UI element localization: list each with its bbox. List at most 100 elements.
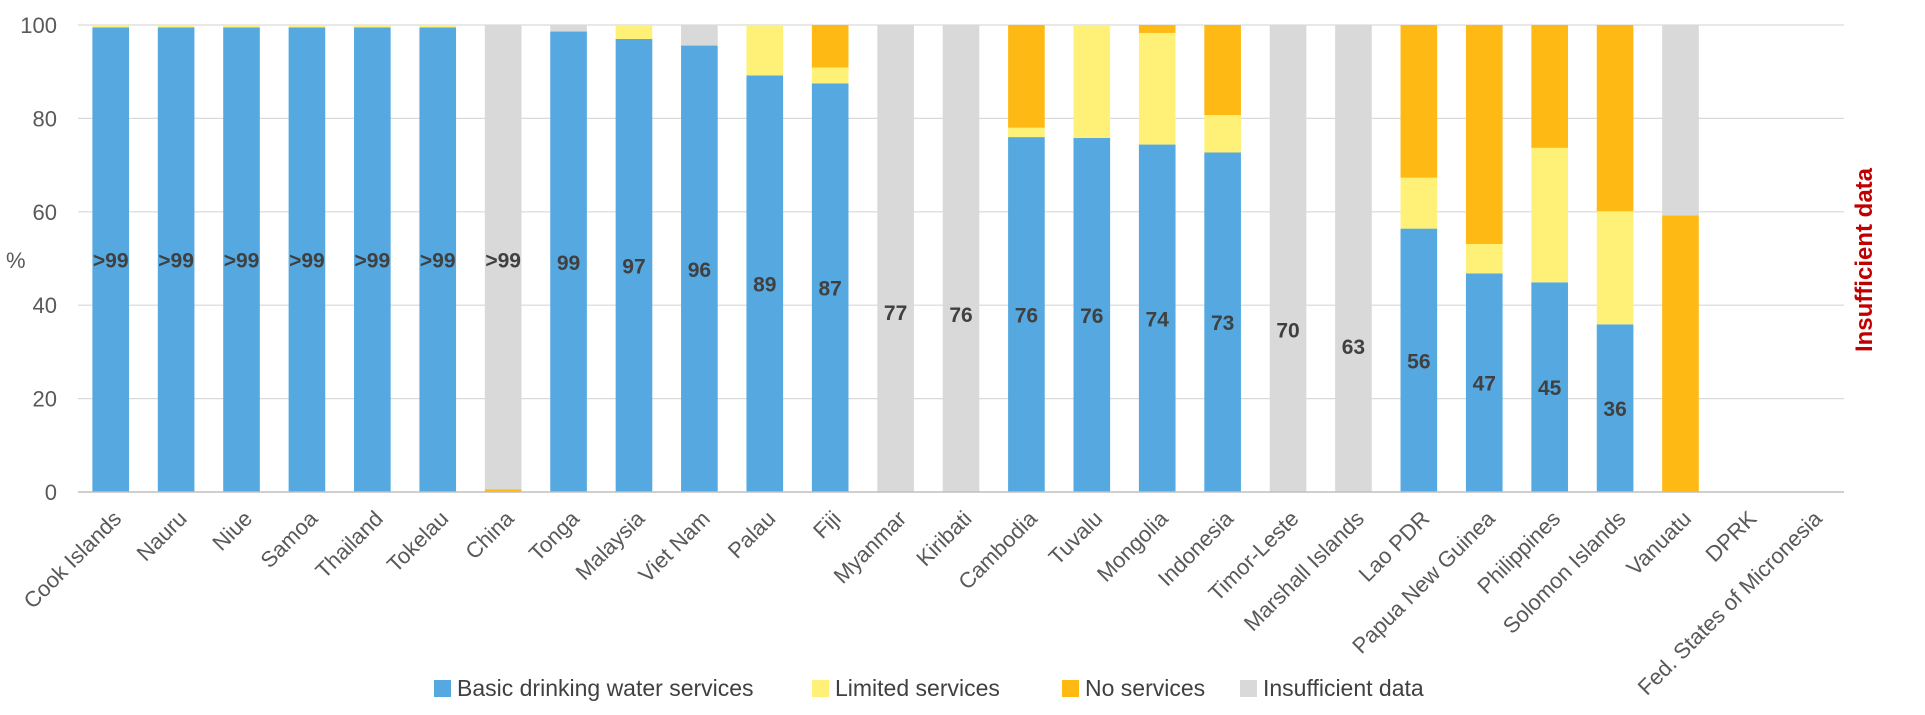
data-label: >99: [355, 250, 391, 273]
y-tick-label: 100: [20, 13, 57, 38]
x-category-label: Niue: [207, 506, 257, 556]
data-label: 74: [1146, 308, 1170, 331]
bar-segment: [1400, 177, 1438, 229]
bar-segment: [1662, 25, 1699, 216]
bar-segment: [484, 25, 522, 490]
y-tick-label: 60: [33, 200, 57, 225]
x-category-label: Tonga: [524, 505, 585, 566]
data-label: 87: [819, 278, 842, 301]
bar-segment: [1138, 32, 1176, 145]
bar-segment: [1138, 144, 1176, 492]
data-label: 63: [1342, 336, 1365, 359]
bar-segment: [288, 27, 326, 493]
data-label: 77: [884, 302, 907, 325]
bar-segment: [92, 27, 130, 493]
bars: [92, 25, 1699, 493]
x-category-label: Viet Nam: [634, 506, 715, 587]
bar-segment: [550, 25, 587, 32]
data-label: 36: [1603, 398, 1626, 421]
bar-segment: [681, 45, 718, 492]
data-label: 76: [949, 304, 972, 327]
bar-segment: [288, 25, 326, 28]
bar-segment: [92, 25, 130, 28]
x-axis-category-labels: Cook Islands Nauru NiueSamoaThailandTokela…: [19, 505, 1828, 700]
y-tick-label: 40: [33, 293, 57, 318]
data-label: 73: [1211, 312, 1234, 335]
data-label: >99: [289, 250, 325, 273]
x-category-label: Fiji: [808, 506, 846, 544]
bar-segment: [1465, 244, 1503, 274]
legend: Basic drinking water services Limited ser…: [434, 675, 1424, 701]
data-label: 99: [557, 252, 580, 275]
bar-segment: [1465, 273, 1503, 492]
data-labels: >99 >99 >99 >99 >99 >99 >99 99 97 96 89 87 77 76 76 76 7…: [93, 250, 1627, 422]
bar-segment: [1531, 25, 1568, 148]
bar-segment: [354, 27, 391, 493]
x-category-label: Thailand: [311, 506, 388, 583]
data-label: 89: [753, 274, 776, 297]
x-category-label: DPRK: [1701, 506, 1762, 567]
legend-label: Insufficient data: [1263, 675, 1424, 701]
bar-segment: [550, 31, 587, 493]
legend-swatch: [812, 680, 829, 697]
data-label: 56: [1407, 350, 1430, 373]
x-category-label: China: [460, 505, 519, 564]
data-label: 96: [688, 259, 711, 282]
data-label: >99: [485, 250, 521, 273]
bar-segment: [223, 27, 260, 493]
data-label: 76: [1080, 305, 1103, 328]
bar-segment: [811, 25, 849, 68]
bar-segment: [354, 25, 391, 28]
bar-segment: [1204, 115, 1241, 153]
y-axis-ticks: 0 20 40 60 80 100: [20, 13, 57, 505]
bar-segment: [1465, 25, 1503, 245]
x-category-label: Cook Islands: [19, 506, 127, 614]
bar-segment: [1400, 228, 1438, 492]
bar-segment: [681, 25, 718, 46]
bar-segment: [1596, 211, 1634, 325]
data-label: 47: [1473, 373, 1496, 396]
x-category-label: Tuvalu: [1044, 506, 1108, 570]
y-tick-label: 0: [45, 480, 57, 505]
x-category-label: Marshall Islands: [1239, 506, 1369, 636]
x-category-label: Solomon Islands: [1498, 506, 1631, 639]
data-label: 76: [1015, 305, 1038, 328]
bar-segment: [1008, 25, 1045, 128]
bar-segment: [811, 67, 849, 84]
x-category-label: Palau: [723, 506, 780, 563]
data-label: 97: [622, 256, 645, 279]
data-label: >99: [420, 250, 456, 273]
bar-segment: [1400, 25, 1438, 178]
bar-segment: [1204, 152, 1241, 492]
x-category-label: Nauru: [132, 506, 192, 566]
bar-segment: [615, 39, 653, 492]
x-category-label: Myanmar: [829, 506, 912, 589]
data-label: 70: [1276, 319, 1299, 342]
bar-segment: [1008, 137, 1045, 492]
bar-segment: [419, 27, 457, 493]
bar-segment: [419, 25, 457, 28]
y-tick-label: 80: [33, 106, 57, 131]
bar-segment: [1073, 138, 1111, 492]
insufficient-data-annotation: Insufficient data: [1851, 167, 1878, 352]
bar-segment: [1596, 324, 1634, 492]
bar-segment: [157, 25, 195, 28]
bar-segment: [1008, 127, 1045, 138]
bar-segment: [1204, 25, 1241, 116]
bar-segment: [811, 83, 849, 492]
bar-segment: [484, 489, 522, 492]
bar-segment: [877, 25, 914, 492]
bar-segment: [1269, 25, 1307, 492]
bar-segment: [1531, 282, 1568, 492]
legend-swatch: [1062, 680, 1079, 697]
legend-swatch: [434, 680, 451, 697]
legend-swatch: [1240, 680, 1257, 697]
bar-segment: [1531, 147, 1568, 283]
data-label: >99: [93, 250, 129, 273]
x-category-label: Kiribati: [911, 506, 976, 571]
legend-label: Basic drinking water services: [457, 675, 754, 701]
legend-label: Limited services: [835, 675, 1000, 701]
legend-label: No services: [1085, 675, 1205, 701]
data-label: >99: [224, 250, 260, 273]
